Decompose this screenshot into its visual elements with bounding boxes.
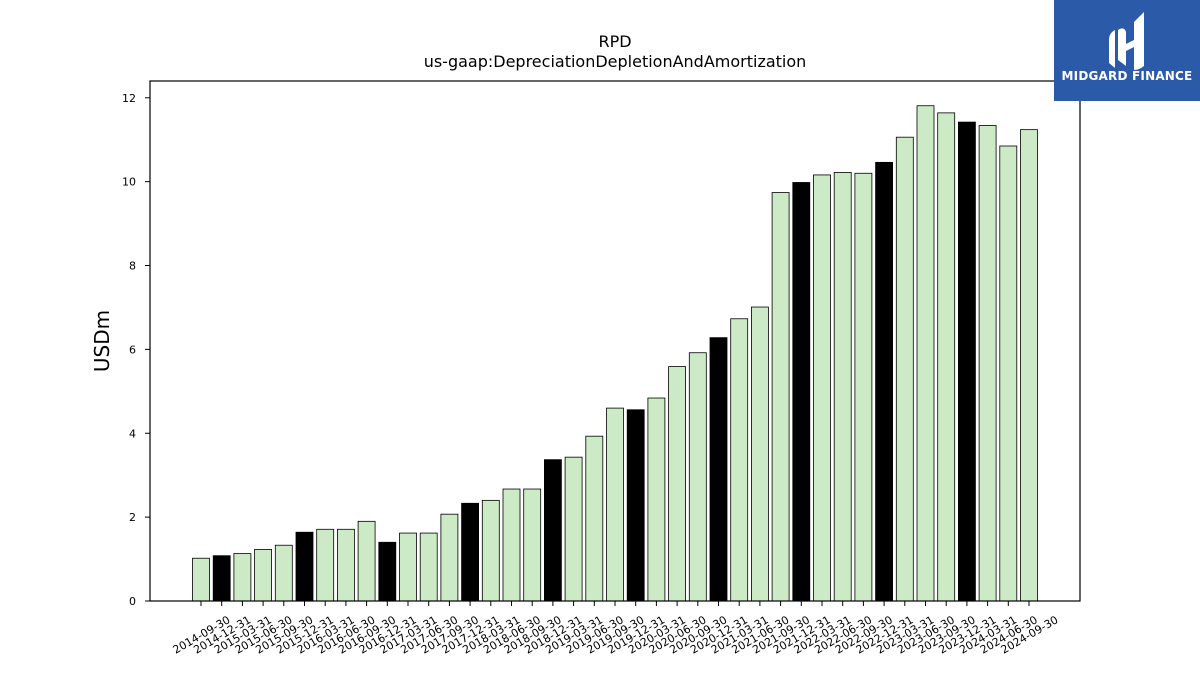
bar-2016-12-31 — [378, 541, 397, 602]
bar-2021-12-31 — [792, 182, 811, 602]
bar-2016-06-30 — [336, 528, 355, 602]
y-tick-label: 2 — [129, 511, 136, 524]
plot-frame — [149, 80, 1081, 602]
midgard-logo: MIDGARD FINANCE — [1054, 0, 1200, 101]
logo-text: MIDGARD FINANCE — [1061, 69, 1193, 83]
bar-2018-06-30 — [502, 488, 521, 602]
x-axis: 2014-09-302014-12-312015-03-312015-06-30… — [171, 601, 1061, 657]
bar-2014-12-31 — [212, 555, 231, 602]
bar-2015-06-30 — [254, 549, 273, 602]
bar-2021-03-31 — [730, 318, 749, 602]
bar-2021-09-30 — [771, 192, 790, 602]
bar-2019-06-30 — [585, 435, 604, 602]
midgard-logo-icon — [1109, 12, 1144, 70]
bar-2020-09-30 — [688, 352, 707, 602]
bar-2019-09-30 — [606, 407, 624, 602]
bar-2018-12-31 — [544, 459, 562, 602]
bar-2023-06-30 — [916, 105, 935, 602]
bar-2020-03-31 — [647, 397, 666, 602]
y-tick-label: 6 — [129, 343, 136, 356]
bar-2024-09-30 — [1020, 129, 1038, 602]
bar-2020-06-30 — [668, 366, 686, 602]
bar-2021-06-30 — [751, 306, 769, 602]
y-axis: 0 2 4 6 8 10 12 — [122, 92, 150, 608]
bar-2024-06-30 — [999, 145, 1018, 602]
bar-2016-03-31 — [316, 528, 335, 602]
bar-2014-09-30 — [192, 557, 210, 602]
bar-2015-12-31 — [295, 531, 314, 602]
bar-2024-03-31 — [978, 125, 997, 602]
bar-2015-03-31 — [233, 553, 252, 602]
bar-2022-09-30 — [854, 172, 873, 602]
bars-group — [192, 105, 1038, 602]
bar-2017-09-30 — [440, 513, 459, 602]
bar-2023-09-30 — [937, 112, 956, 602]
bar-2017-12-31 — [461, 502, 480, 602]
bar-2017-06-30 — [419, 532, 438, 602]
y-tick-label: 4 — [129, 427, 136, 440]
bar-2023-12-31 — [958, 121, 976, 602]
y-tick-label: 12 — [122, 92, 136, 105]
chart-title: RPD — [598, 32, 632, 51]
bar-2022-12-31 — [875, 161, 893, 602]
bar-2022-03-31 — [813, 174, 831, 602]
bar-2015-09-30 — [274, 544, 293, 602]
y-tick-label: 8 — [129, 260, 136, 273]
bar-2022-06-30 — [833, 172, 852, 602]
bar-2019-12-31 — [626, 409, 645, 602]
bar-2018-03-31 — [481, 499, 500, 602]
chart-subtitle: us-gaap:DepreciationDepletionAndAmortiza… — [423, 52, 807, 71]
bar-2018-09-30 — [523, 488, 542, 602]
bar-2016-09-30 — [357, 520, 376, 602]
bar-2023-03-31 — [895, 136, 914, 602]
y-tick-label: 10 — [122, 176, 136, 189]
bar-2019-03-31 — [564, 456, 583, 602]
bar-2017-03-31 — [399, 532, 417, 602]
bar-2020-12-31 — [709, 337, 728, 602]
y-axis-label: USDm — [90, 310, 114, 372]
y-tick-label: 0 — [129, 595, 136, 608]
